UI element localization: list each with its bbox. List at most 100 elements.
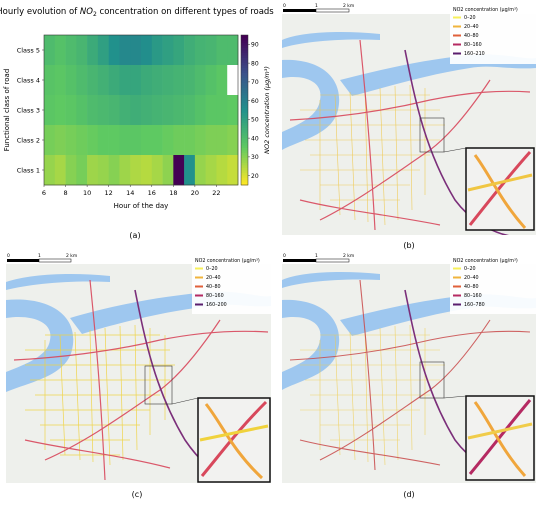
- heatmap-cell: [130, 155, 142, 186]
- heatmap-cell: [205, 35, 217, 66]
- panel-label-d: (d): [403, 490, 414, 499]
- colorbar-segment: [241, 62, 248, 66]
- inset-roads: [467, 399, 533, 477]
- map-legend: NO2 concentration (μg/m³) 0–20 20–40 40–80…: [450, 4, 536, 64]
- colorbar-segment: [241, 67, 248, 71]
- heatmap-cell: [194, 35, 206, 66]
- legend-entry: 0–20: [206, 266, 218, 272]
- heatmap-cell: [54, 35, 66, 66]
- heatmap-cell: [97, 65, 109, 96]
- river-west: [282, 59, 340, 150]
- heatmap-cell: [44, 95, 56, 126]
- heatmap-cell: [194, 125, 206, 156]
- legend-entry: 40–80: [206, 284, 221, 290]
- heatmap-cell: [44, 35, 56, 66]
- heatmap-cell: [65, 65, 77, 96]
- legend-entry: 160–780: [464, 302, 485, 308]
- heatmap-cell: [119, 35, 131, 66]
- colorbar-segment: [241, 82, 248, 86]
- heatmap-cell: [108, 155, 120, 186]
- x-tick-label: 18: [169, 189, 177, 197]
- colorbar-segment: [241, 107, 248, 111]
- colorbar-tick-label: 20: [251, 173, 259, 180]
- heatmap-cell: [65, 35, 77, 66]
- heatmap-cell: [141, 35, 153, 66]
- colorbar-segment: [241, 90, 248, 93]
- heatmap-cell: [194, 65, 206, 96]
- x-tick-label: 10: [83, 189, 91, 197]
- legend-entry: 160–200: [206, 302, 227, 308]
- chart-title: Hourly evolution of NO2 concentration on…: [0, 7, 274, 18]
- colorbar-segment: [241, 170, 248, 173]
- colorbar: [241, 35, 248, 186]
- legend-title: NO2 concentration (μg/m³): [195, 258, 260, 264]
- panel-a-heatmap: Hourly evolution of NO2 concentration on…: [0, 7, 274, 240]
- colorbar-segment: [241, 45, 248, 48]
- heatmap-cell: [141, 155, 153, 186]
- river-west: [282, 299, 340, 390]
- colorbar-tick-labels: 20 30 40 50 60 70 80 90: [248, 42, 259, 180]
- y-tick-label: Class 4: [17, 77, 40, 85]
- heatmap-cell: [216, 155, 228, 186]
- colorbar-segment: [241, 97, 248, 101]
- heatmap-cell: [76, 125, 88, 156]
- colorbar-tick-label: 60: [251, 98, 259, 105]
- colorbar-label: NO2 concentration (μg/m³): [263, 66, 271, 154]
- scale-bar: 0 1 2 km: [283, 3, 354, 13]
- colorbar-segment: [241, 87, 248, 91]
- svg-text:0: 0: [7, 253, 10, 259]
- colorbar-segment: [241, 60, 248, 63]
- main-roads: [13, 279, 269, 481]
- colorbar-segment: [241, 172, 248, 176]
- colorbar-segment: [241, 142, 248, 146]
- colorbar-segment: [241, 177, 248, 181]
- heatmap-cell: [173, 95, 185, 126]
- heatmap-cell: [184, 95, 196, 126]
- heatmap-cell: [194, 155, 206, 186]
- heatmap-cell: [97, 95, 109, 126]
- river-west: [6, 299, 74, 392]
- colorbar-segment: [241, 140, 248, 143]
- colorbar-segment: [241, 75, 248, 78]
- main-roads: [289, 279, 531, 471]
- y-tick-label: Class 2: [17, 137, 40, 145]
- colorbar-segment: [241, 77, 248, 81]
- colorbar-segment: [241, 127, 248, 131]
- zoom-box: [419, 117, 445, 153]
- heatmap-cell: [119, 125, 131, 156]
- heatmap-cell: [227, 65, 239, 96]
- legend-entry: 80–160: [464, 293, 482, 299]
- heatmap-cell: [173, 125, 185, 156]
- colorbar-segment: [241, 70, 248, 73]
- colorbar-segment: [241, 150, 248, 153]
- heatmap-cell: [87, 125, 99, 156]
- heatmap-cell: [151, 155, 163, 186]
- heatmap-cell: [173, 155, 185, 186]
- heatmap-cell: [151, 125, 163, 156]
- colorbar-segment: [241, 145, 248, 148]
- legend-entry: 80–160: [206, 293, 224, 299]
- colorbar-segment: [241, 147, 248, 151]
- x-tick-label: 8: [63, 189, 67, 197]
- canal: [282, 272, 380, 288]
- legend-entry: 40–80: [464, 284, 479, 290]
- colorbar-segment: [241, 132, 248, 136]
- heatmap-cell: [87, 65, 99, 96]
- colorbar-segment: [241, 42, 248, 46]
- y-axis-label: Functional class of road: [3, 69, 11, 152]
- canal: [6, 274, 110, 290]
- colorbar-segment: [241, 160, 248, 163]
- heatmap-cell: [76, 35, 88, 66]
- heatmap-cell: [141, 95, 153, 126]
- colorbar-segment: [241, 47, 248, 51]
- heatmap-cell: [65, 125, 77, 156]
- colorbar-segment: [241, 165, 248, 168]
- colorbar-segment: [241, 152, 248, 156]
- svg-text:1: 1: [315, 253, 318, 259]
- heatmap-cell: [76, 155, 88, 186]
- heatmap-cell: [205, 155, 217, 186]
- heatmap-cell: [130, 125, 142, 156]
- heatmap-cell: [87, 95, 99, 126]
- heatmap-cell: [119, 95, 131, 126]
